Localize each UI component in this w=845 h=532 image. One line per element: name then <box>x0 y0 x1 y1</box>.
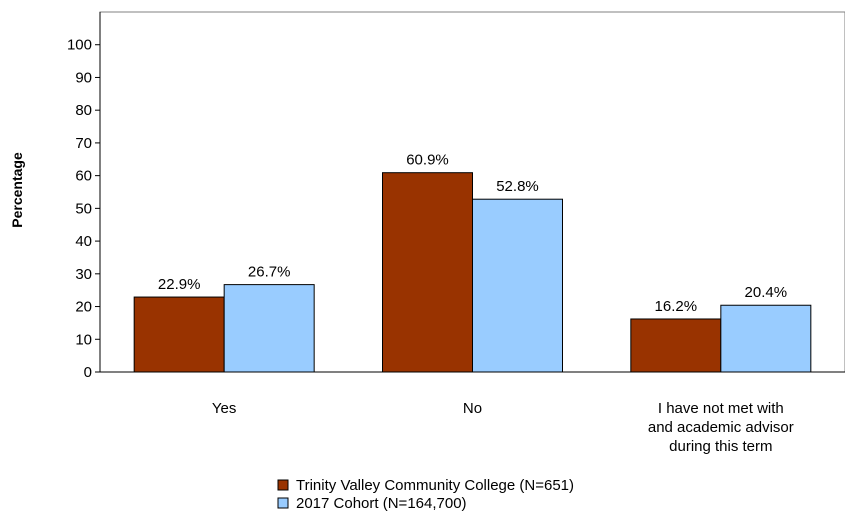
x-tick-label: No <box>463 400 482 417</box>
y-tick-label: 100 <box>67 37 92 54</box>
x-tick-label: and academic advisor <box>648 419 794 436</box>
x-tick-label: Yes <box>212 400 236 417</box>
x-axis-labels: Yes No I have not met with and academic adv… <box>212 400 794 455</box>
data-label: 16.2% <box>655 298 698 315</box>
y-tick-label: 90 <box>75 69 92 86</box>
x-tick-label: during this term <box>669 438 772 455</box>
y-tick-label: 70 <box>75 135 92 152</box>
data-label: 26.7% <box>248 264 291 281</box>
y-tick-label: 50 <box>75 200 92 217</box>
y-tick-label: 80 <box>75 102 92 119</box>
y-axis-ticks: 0 10 20 30 40 50 60 70 80 90 100 <box>67 37 100 381</box>
bar <box>382 172 473 373</box>
bar <box>133 296 225 373</box>
data-label: 52.8% <box>496 178 539 195</box>
y-axis-title: Percentage <box>9 152 25 228</box>
bar <box>630 318 722 373</box>
data-label: 20.4% <box>745 284 788 301</box>
y-tick-label: 40 <box>75 233 92 250</box>
y-tick-label: 20 <box>75 299 92 316</box>
data-labels-group: 22.9% 26.7% 60.9% 52.8% 16.2% 20.4% <box>158 152 787 315</box>
y-tick-label: 30 <box>75 266 92 283</box>
y-tick-label: 60 <box>75 168 92 185</box>
legend-label: Trinity Valley Community College (N=651) <box>296 477 574 494</box>
legend-swatch <box>277 479 289 491</box>
legend-swatch <box>277 497 289 509</box>
legend: Trinity Valley Community College (N=651)… <box>277 477 574 512</box>
bars-group <box>133 172 812 373</box>
x-tick-label: I have not met with <box>658 400 784 417</box>
bar <box>472 198 563 373</box>
legend-label: 2017 Cohort (N=164,700) <box>296 495 467 512</box>
data-label: 60.9% <box>406 152 449 169</box>
y-tick-label: 10 <box>75 331 92 348</box>
bar <box>720 304 812 373</box>
y-tick-label: 0 <box>84 364 92 381</box>
bar <box>223 284 315 373</box>
data-label: 22.9% <box>158 276 201 293</box>
